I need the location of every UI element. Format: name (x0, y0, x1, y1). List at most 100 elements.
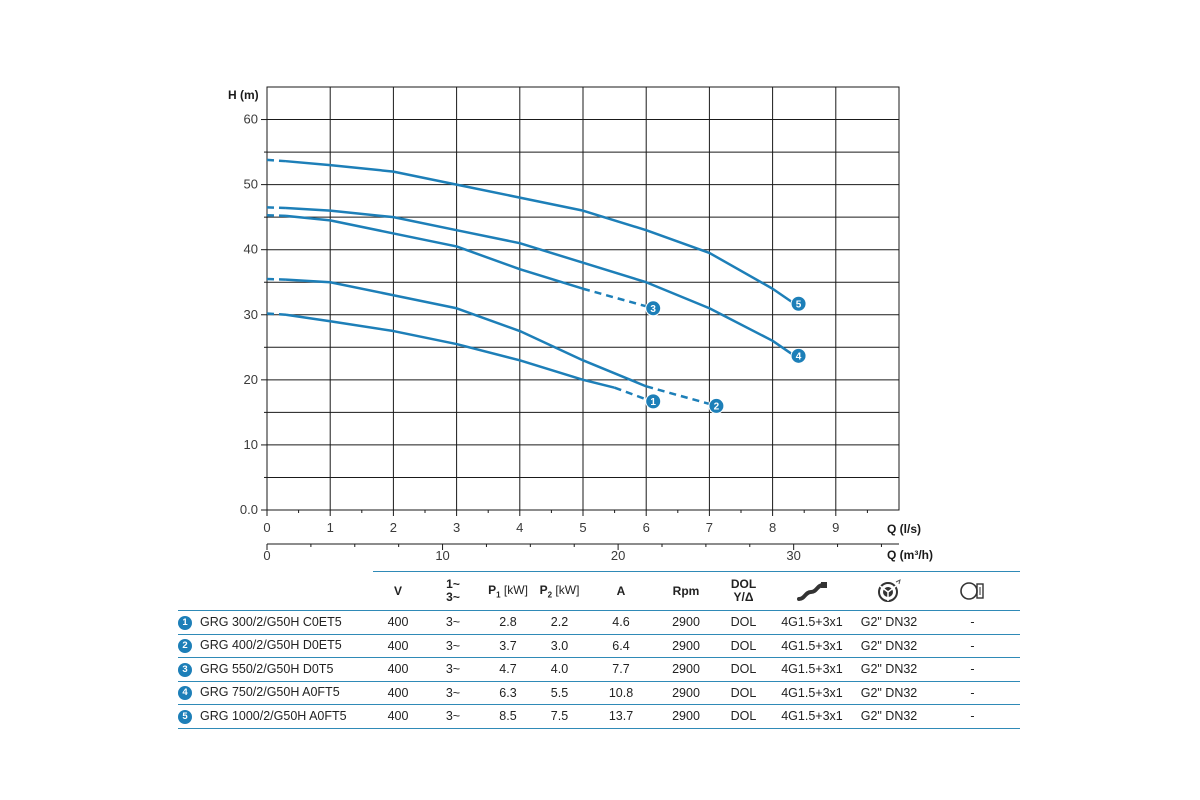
v-cell: 400 (373, 657, 423, 682)
float-cell: - (925, 657, 1020, 682)
series-marker-label: 5 (796, 299, 802, 310)
p1-cell: 8.5 (483, 704, 533, 729)
header-voltage: V (373, 571, 423, 611)
header-p2-symbol: P (539, 582, 548, 597)
x-axis-title-primary: Q (l/s) (887, 522, 921, 536)
p2-cell: 7.5 (533, 704, 586, 729)
series-line-end-dashed (582, 287, 647, 308)
y-tick-label: 50 (244, 177, 258, 192)
p2-cell: 3.0 (533, 634, 586, 658)
series-line-end (771, 339, 793, 355)
series-marker (645, 393, 662, 410)
v-cell: 400 (373, 704, 423, 729)
y-tick-label: 40 (244, 242, 258, 257)
series-marker (790, 347, 807, 364)
outlet-cell: G2" DN32 (853, 704, 925, 729)
x-tick-label: 0 (263, 520, 270, 535)
series-line (285, 159, 774, 290)
series-marker-label: 2 (714, 401, 720, 412)
v-cell: 400 (373, 634, 423, 658)
header-start: DOL Y/Δ (716, 571, 771, 611)
p2-cell: 5.5 (533, 681, 586, 705)
x-axis-title-secondary: Q (m³/h) (887, 548, 933, 562)
start-cell: DOL (716, 704, 771, 729)
model-cell: 5 GRG 1000/2/G50H A0FT5 (178, 704, 373, 729)
p2-cell: 2.2 (533, 610, 586, 635)
outlet-cell: G2" DN32 (853, 681, 925, 705)
series-line (285, 214, 584, 290)
cable-icon (771, 571, 853, 611)
series-line-end (771, 287, 793, 303)
x-tick-label: 5 (579, 520, 586, 535)
start-cell: DOL (716, 681, 771, 705)
x2-tick-label: 0 (263, 548, 270, 563)
series-line-end-dashed (645, 385, 710, 406)
table-row: 1 GRG 300/2/G50H C0ET5 400 3~ 2.8 2.2 4.6 2900 D… (178, 610, 1020, 635)
cable-cell: 4G1.5+3x1 (771, 610, 853, 635)
pump-spec-table: V 1~ 3~ P1 [kW] P2 [kW] A Rpm DOL Y/Δ (178, 571, 1020, 729)
p1-cell: 3.7 (483, 634, 533, 658)
row-number-badge: 5 (178, 709, 192, 724)
row-number-badge: 2 (178, 639, 192, 654)
series-line-start-dashed (266, 206, 287, 210)
table-row: 3 GRG 550/2/G50H D0T5 400 3~ 4.7 4.0 7.7 2900 DO… (178, 657, 1020, 682)
x-tick-label: 9 (832, 520, 839, 535)
model-cell: 3 GRG 550/2/G50H D0T5 (178, 657, 373, 682)
cable-cell: 4G1.5+3x1 (771, 704, 853, 729)
model-name: GRG 300/2/G50H C0ET5 (200, 614, 342, 629)
float-cell: - (925, 704, 1020, 729)
p1-cell: 6.3 (483, 681, 533, 705)
y-tick-label: 60 (244, 112, 258, 127)
a-cell: 10.8 (586, 681, 656, 705)
cable-cell: 4G1.5+3x1 (771, 657, 853, 682)
phase-cell: 3~ (423, 634, 483, 658)
outlet-icon (853, 571, 925, 611)
model-name: GRG 1000/2/G50H A0FT5 (200, 708, 347, 723)
model-cell: 1 GRG 300/2/G50H C0ET5 (178, 610, 373, 635)
pump-performance-chart: 0.0 10 20 30 40 50 60 0 1 2 3 4 5 6 7 8 9 0 10 20 30 1 2 3 4 5 H… (228, 86, 933, 563)
rpm-cell: 2900 (656, 704, 716, 729)
a-cell: 4.6 (586, 610, 656, 635)
series-line-start-dashed (266, 158, 287, 163)
model-name: GRG 750/2/G50H A0FT5 (200, 685, 340, 700)
y-tick-label: 0.0 (240, 502, 258, 517)
series-marker-label: 1 (650, 397, 656, 408)
header-rpm: Rpm (656, 571, 716, 611)
header-phase-single: 1~ (446, 577, 460, 591)
outlet-cell: G2" DN32 (853, 610, 925, 635)
header-phase-three: 3~ (446, 590, 460, 604)
start-cell: DOL (716, 657, 771, 682)
header-p1-symbol: P (488, 582, 497, 597)
float-cell: - (925, 610, 1020, 635)
x-tick-label: 3 (453, 520, 460, 535)
model-cell: 2 GRG 400/2/G50H D0ET5 (178, 634, 373, 658)
phase-cell: 3~ (423, 704, 483, 729)
row-number-badge: 1 (178, 615, 192, 630)
y-tick-label: 10 (244, 437, 258, 452)
table-row: 2 GRG 400/2/G50H D0ET5 400 3~ 3.7 3.0 6.4 2900 D… (178, 634, 1020, 658)
series-line-start-dashed (266, 312, 287, 317)
cable-cell: 4G1.5+3x1 (771, 634, 853, 658)
float-switch-icon (925, 571, 1020, 611)
table-header-row: V 1~ 3~ P1 [kW] P2 [kW] A Rpm DOL Y/Δ (178, 571, 1020, 611)
start-cell: DOL (716, 610, 771, 635)
y-axis-title: H (m) (228, 88, 259, 102)
a-cell: 7.7 (586, 657, 656, 682)
model-cell: 4 GRG 750/2/G50H A0FT5 (178, 681, 373, 705)
header-p2: P2 [kW] (533, 571, 586, 611)
x-tick-label: 7 (706, 520, 713, 535)
row-number-badge: 3 (178, 662, 192, 677)
series-marker (708, 397, 725, 414)
header-model (178, 571, 373, 611)
header-start-dol: DOL (730, 577, 757, 591)
v-cell: 400 (373, 610, 423, 635)
x-tick-label: 6 (643, 520, 650, 535)
rpm-cell: 2900 (656, 657, 716, 682)
header-start-stardelta: Y/Δ (733, 590, 754, 604)
p1-cell: 4.7 (483, 657, 533, 682)
table-row: 5 GRG 1000/2/G50H A0FT5 400 3~ 8.5 7.5 13.7 290… (178, 704, 1020, 729)
rpm-cell: 2900 (656, 634, 716, 658)
table-row: 4 GRG 750/2/G50H A0FT5 400 3~ 6.3 5.5 10.8 2900… (178, 681, 1020, 705)
a-cell: 13.7 (586, 704, 656, 729)
p1-cell: 2.8 (483, 610, 533, 635)
